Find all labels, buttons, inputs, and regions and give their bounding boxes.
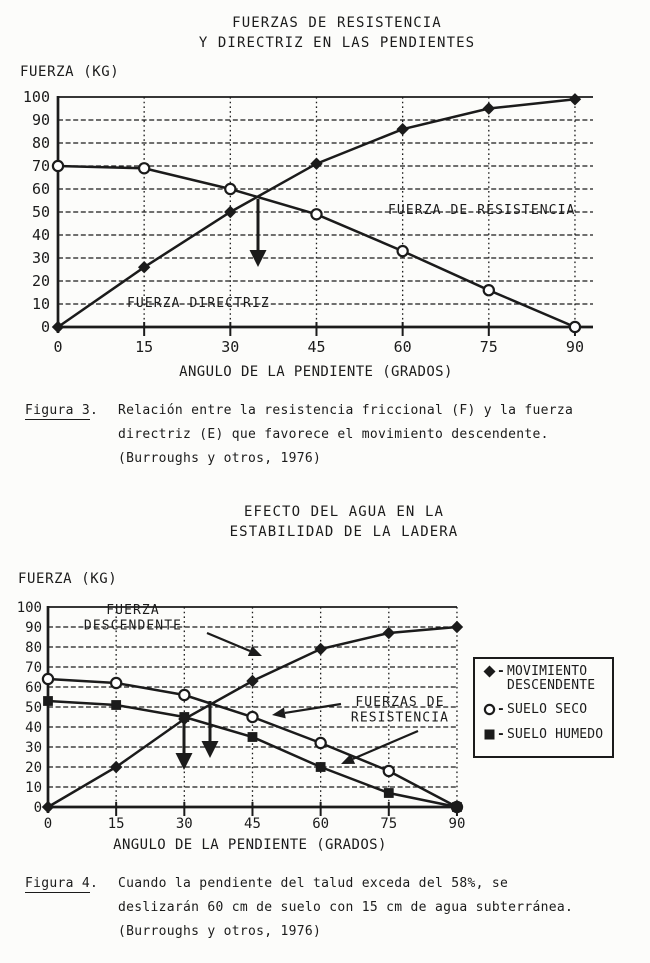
x-tick-label: 45 <box>307 338 325 356</box>
x-tick-label: 30 <box>221 338 239 356</box>
x-tick-label: 60 <box>312 816 329 832</box>
x-axis-label: ANGULO DE LA PENDIENTE (GRADOS) <box>179 364 453 380</box>
y-tick-label: 100 <box>17 600 42 616</box>
resistencia-curve-label: FUERZA DE RESISTENCIA <box>388 203 575 218</box>
x-axis-label: ANGULO DE LA PENDIENTE (GRADOS) <box>113 837 387 853</box>
legend-label: SUELO SECO <box>507 702 588 717</box>
y-tick-label: 60 <box>32 180 50 198</box>
fuerza-de-resistencia-markers <box>51 159 582 334</box>
y-tick-label: 0 <box>41 318 50 336</box>
figure3-title-line2: Y DIRECTRIZ EN LAS PENDIENTES <box>198 35 476 51</box>
y-axis-label: FUERZA (KG) <box>18 571 117 587</box>
y-tick-label: 10 <box>25 780 42 796</box>
x-tick-label: 45 <box>244 816 261 832</box>
x-tick-label: 15 <box>135 338 153 356</box>
x-tick-label: 30 <box>176 816 193 832</box>
legend-separator: - <box>497 664 506 679</box>
fuerzas-de-resistencia-label: FUERZAS DE <box>355 695 444 710</box>
legend-separator: - <box>497 726 506 742</box>
soil-drop-arrow-1 <box>175 716 193 770</box>
legend-separator: - <box>497 702 506 717</box>
x-tick-label: 90 <box>449 816 466 832</box>
x-tick-label: 75 <box>480 338 498 356</box>
down-force-arrow <box>249 199 267 267</box>
fuerza-descendente-label: FUERZA <box>106 603 160 618</box>
y-tick-label: 80 <box>25 640 42 656</box>
x-tick-label: 0 <box>53 338 62 356</box>
y-tick-label: 50 <box>25 700 42 716</box>
legend-label: DESCENDENTE <box>507 677 596 693</box>
y-tick-label: 100 <box>23 88 50 106</box>
figure3-title-line1: FUERZAS DE RESISTENCIA <box>232 15 442 31</box>
filled-diamond-icon <box>483 665 496 678</box>
soil-drop-arrow-2 <box>201 701 219 758</box>
x-tick-label: 60 <box>394 338 412 356</box>
y-tick-label: 40 <box>25 720 42 736</box>
figure3-caption-text: Relación entre la resistencia friccional… <box>118 403 574 466</box>
x-tick-label: 0 <box>44 816 52 832</box>
x-tick-label: 90 <box>566 338 584 356</box>
legend-label: MOVIMIENTO <box>507 664 588 679</box>
legend-item-movimiento-descendente: - MOVIMIENTO DESCENDENTE <box>483 665 609 692</box>
y-tick-label: 60 <box>25 680 42 696</box>
legend-item-suelo-seco: - SUELO SECO <box>483 703 609 717</box>
y-tick-label: 80 <box>32 134 50 152</box>
x-tick-label: 15 <box>108 816 125 832</box>
y-tick-label: 70 <box>32 157 50 175</box>
y-tick-label: 90 <box>25 620 42 636</box>
y-tick-label: 20 <box>25 760 42 776</box>
y-tick-label: 50 <box>32 203 50 221</box>
figure4-caption-label: Figura 4. <box>25 876 99 893</box>
figure4-caption-text: Cuando la pendiente del talud exceda del… <box>118 876 574 939</box>
fuerzas-de-resistencia-label: RESISTENCIA <box>351 711 449 726</box>
figure3-title: FUERZAS DE RESISTENCIA Y DIRECTRIZ EN LA… <box>172 13 502 53</box>
filled-square-icon <box>484 729 495 739</box>
resistencia-pointer-arrow-1 <box>272 702 342 719</box>
y-tick-label: 30 <box>25 740 42 756</box>
fuerza-directriz-markers <box>51 93 582 334</box>
figure3-caption: Figura 3. Relación entre la resistencia … <box>25 399 635 471</box>
y-tick-label: 20 <box>32 272 50 290</box>
directriz-curve-label: FUERZA DIRECTRIZ <box>127 296 270 311</box>
open-circle-icon <box>483 703 496 716</box>
y-tick-label: 70 <box>25 660 42 676</box>
descendente-pointer-arrow <box>206 631 262 657</box>
y-tick-label: 40 <box>32 226 50 244</box>
legend-item-suelo-humedo: - SUELO HUMEDO <box>483 726 609 742</box>
figure3-chart: 0 15 30 45 60 75 90 0 10 20 30 40 50 60 70 80 90 100 FUERZ… <box>20 64 593 380</box>
figure4-chart: 0 15 30 45 60 75 90 0 10 20 30 40 50 60 70 80 90 100 FUERZ… <box>17 571 466 853</box>
x-tick-label: 75 <box>380 816 397 832</box>
movimiento-descendente-markers <box>41 620 464 814</box>
y-tick-label: 0 <box>34 800 42 816</box>
legend-label: SUELO HUMEDO <box>507 726 604 742</box>
figure4-title: EFECTO DEL AGUA EN LA ESTABILIDAD DE LA … <box>179 502 509 542</box>
figure4-caption: Figura 4. Cuando la pendiente del talud … <box>25 872 635 944</box>
fuerza-descendente-label: DESCENDENTE <box>84 619 182 634</box>
figure4-title-line1: EFECTO DEL AGUA EN LA <box>243 504 445 520</box>
figure4-title-line2: ESTABILIDAD DE LA LADERA <box>229 524 459 540</box>
figure4-legend: - MOVIMIENTO DESCENDENTE - SUELO SECO - <box>473 657 614 758</box>
y-tick-label: 30 <box>32 249 50 267</box>
y-tick-label: 10 <box>32 295 50 313</box>
resistencia-pointer-arrow-2 <box>341 729 419 764</box>
y-tick-label: 90 <box>32 111 50 129</box>
directriz-curve-label: FUERZA DIRECTRIZ <box>127 296 270 311</box>
resistencia-curve-label: FUERZA DE RESISTENCIA <box>388 203 575 218</box>
figure3-caption-label: Figura 3. <box>25 403 99 420</box>
y-axis-label: FUERZA (KG) <box>20 64 119 80</box>
